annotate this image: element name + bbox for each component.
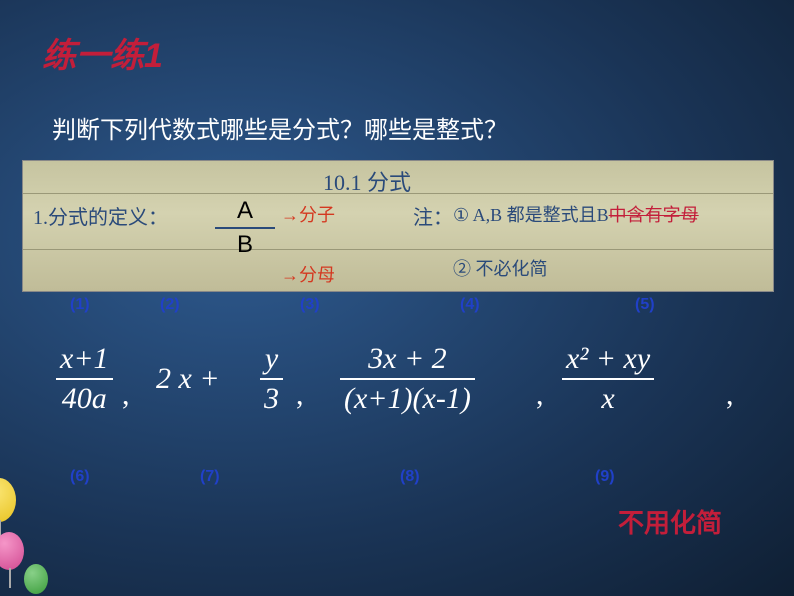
definition-fraction: A B bbox=[215, 197, 275, 259]
balloon-yellow-icon bbox=[0, 478, 16, 522]
question-text: 判断下列代数式哪些是分式？哪些是整式？ bbox=[52, 110, 508, 145]
balloon-tail bbox=[9, 568, 11, 588]
e6-num: x+1 bbox=[56, 342, 113, 376]
note-1: ① A,B 都是整式且B中含有字母 bbox=[453, 201, 699, 227]
photo-header: 10.1 分式 bbox=[323, 165, 411, 197]
zhu-label: 注： bbox=[413, 201, 453, 230]
note-bottom: 不用化简 bbox=[618, 503, 722, 540]
num-9: (9) bbox=[595, 468, 615, 486]
e8-den: (x+1)(x-1) bbox=[340, 382, 475, 416]
frac-bar bbox=[260, 378, 283, 380]
note-1a: ① A,B 都是整式且B bbox=[453, 205, 609, 225]
comma-1: , bbox=[122, 378, 130, 412]
num-7: (7) bbox=[200, 468, 220, 486]
page-title: 练一练1 bbox=[42, 28, 163, 77]
note-1b-scribble: 中含有字母 bbox=[609, 205, 699, 225]
expr-7-frac: y 3 bbox=[260, 342, 283, 416]
e7-plain: 2 x + bbox=[156, 362, 220, 396]
arrow-numerator: →分子 bbox=[281, 201, 335, 227]
comma-3: , bbox=[536, 378, 544, 412]
expr-7-left: 2 x + bbox=[156, 362, 220, 396]
num-1: (1) bbox=[70, 296, 90, 314]
balloon-green-icon bbox=[24, 564, 48, 594]
num-6: (6) bbox=[70, 468, 90, 486]
frac-e6: x+1 40a bbox=[56, 342, 113, 416]
handwritten-photo: 10.1 分式 1.分式的定义： A B →分子 →分母 注： ① A,B 都是… bbox=[22, 160, 774, 292]
expr-9: x² + xy x bbox=[562, 342, 654, 416]
frac-bar bbox=[56, 378, 113, 380]
e7-den: 3 bbox=[260, 382, 283, 416]
comma-2: , bbox=[296, 378, 304, 412]
expr-8: 3x + 2 (x+1)(x-1) bbox=[340, 342, 475, 416]
e7-num: y bbox=[261, 342, 282, 376]
e8-num: 3x + 2 bbox=[364, 342, 451, 376]
expr-6: x+1 40a bbox=[56, 342, 113, 416]
definition-frac-bar bbox=[215, 227, 275, 229]
balloon-pink-icon bbox=[0, 532, 24, 570]
num-8: (8) bbox=[400, 468, 420, 486]
comma-4: , bbox=[726, 378, 734, 412]
num-4: (4) bbox=[460, 296, 480, 314]
frac-bar bbox=[340, 378, 475, 380]
num-5: (5) bbox=[635, 296, 655, 314]
e9-num: x² + xy bbox=[562, 342, 654, 376]
frac-e9: x² + xy x bbox=[562, 342, 654, 416]
frac-bar bbox=[562, 378, 654, 380]
num-2: (2) bbox=[160, 296, 180, 314]
note-2: ② 不必化简 bbox=[453, 255, 548, 281]
frac-e7: y 3 bbox=[260, 342, 283, 416]
letter-b: B bbox=[215, 231, 275, 259]
definition-label: 1.分式的定义： bbox=[33, 201, 168, 230]
arrow-denominator: →分母 bbox=[281, 261, 335, 287]
num-3: (3) bbox=[300, 296, 320, 314]
e6-den: 40a bbox=[58, 382, 111, 416]
frac-e8: 3x + 2 (x+1)(x-1) bbox=[340, 342, 475, 416]
e9-den: x bbox=[597, 382, 618, 416]
letter-a: A bbox=[215, 197, 275, 225]
